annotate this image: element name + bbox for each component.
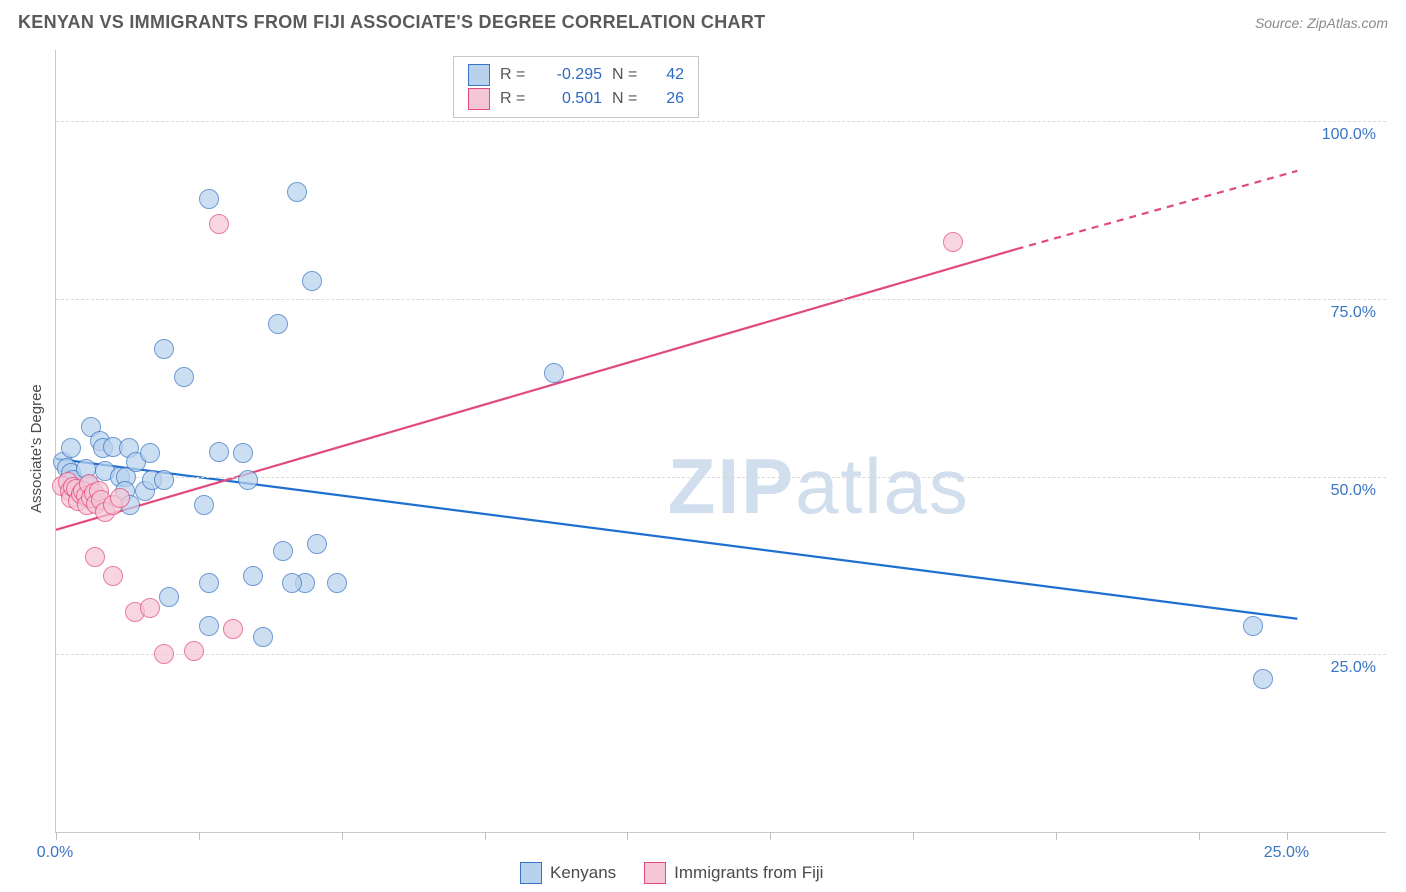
y-tick-label: 25.0% (1331, 659, 1376, 677)
legend-series: Kenyans Immigrants from Fiji (520, 862, 823, 884)
scatter-point (268, 314, 288, 334)
legend-n-label: N = (612, 87, 642, 111)
legend-series-label: Kenyans (550, 863, 616, 883)
legend-stat-row: R = -0.295 N = 42 (468, 63, 684, 87)
scatter-point (184, 641, 204, 661)
gridline (56, 299, 1386, 300)
scatter-point (154, 339, 174, 359)
scatter-point (302, 271, 322, 291)
legend-stat-row: R = 0.501 N = 26 (468, 87, 684, 111)
x-tick (1056, 832, 1057, 840)
y-tick-label: 50.0% (1331, 482, 1376, 500)
legend-n-value: 42 (652, 63, 684, 87)
x-tick (627, 832, 628, 840)
x-tick (485, 832, 486, 840)
scatter-point (943, 232, 963, 252)
x-tick (770, 832, 771, 840)
legend-r-value: -0.295 (540, 63, 602, 87)
legend-swatch (520, 862, 542, 884)
gridline (56, 121, 1386, 122)
gridline (56, 654, 1386, 655)
scatter-point (287, 182, 307, 202)
source-attribution: Source: ZipAtlas.com (1255, 15, 1388, 31)
scatter-point (209, 442, 229, 462)
scatter-point (159, 587, 179, 607)
scatter-point (1243, 616, 1263, 636)
scatter-point (61, 438, 81, 458)
scatter-point (238, 470, 258, 490)
chart-title: KENYAN VS IMMIGRANTS FROM FIJI ASSOCIATE… (18, 12, 765, 33)
trend-line (1017, 171, 1298, 249)
scatter-point (154, 470, 174, 490)
scatter-point (307, 534, 327, 554)
scatter-point (140, 598, 160, 618)
scatter-point (140, 443, 160, 463)
scatter-point (253, 627, 273, 647)
trend-lines-layer (56, 50, 1386, 832)
legend-swatch (468, 64, 490, 86)
scatter-point (209, 214, 229, 234)
scatter-point (199, 189, 219, 209)
y-axis-title: Associate's Degree (28, 384, 45, 513)
scatter-point (85, 547, 105, 567)
x-tick-label: 0.0% (37, 844, 73, 862)
legend-r-label: R = (500, 87, 530, 111)
legend-series-item: Immigrants from Fiji (644, 862, 823, 884)
y-tick-label: 75.0% (1331, 304, 1376, 322)
scatter-point (273, 541, 293, 561)
scatter-point (174, 367, 194, 387)
scatter-point (194, 495, 214, 515)
scatter-point (223, 619, 243, 639)
legend-r-label: R = (500, 63, 530, 87)
x-tick (199, 832, 200, 840)
scatter-point (103, 566, 123, 586)
x-tick (1199, 832, 1200, 840)
legend-swatch (644, 862, 666, 884)
scatter-point (282, 573, 302, 593)
scatter-point (544, 363, 564, 383)
legend-series-label: Immigrants from Fiji (674, 863, 823, 883)
scatter-point (327, 573, 347, 593)
legend-series-item: Kenyans (520, 862, 616, 884)
legend-n-label: N = (612, 63, 642, 87)
legend-r-value: 0.501 (540, 87, 602, 111)
scatter-point (199, 573, 219, 593)
scatter-point (154, 644, 174, 664)
x-tick-label: 25.0% (1264, 844, 1309, 862)
scatter-point (1253, 669, 1273, 689)
legend-n-value: 26 (652, 87, 684, 111)
title-bar: KENYAN VS IMMIGRANTS FROM FIJI ASSOCIATE… (18, 12, 1388, 33)
y-tick-label: 100.0% (1322, 126, 1376, 144)
scatter-point (243, 566, 263, 586)
x-tick (342, 832, 343, 840)
x-tick (1287, 832, 1288, 840)
legend-swatch (468, 88, 490, 110)
scatter-point (110, 488, 130, 508)
trend-line (56, 249, 1017, 530)
x-tick (913, 832, 914, 840)
x-tick (56, 832, 57, 840)
scatter-point (199, 616, 219, 636)
scatter-point (233, 443, 253, 463)
legend-stats: R = -0.295 N = 42 R = 0.501 N = 26 (453, 56, 699, 118)
plot-area: ZIPatlas 25.0%50.0%75.0%100.0% (55, 50, 1386, 833)
